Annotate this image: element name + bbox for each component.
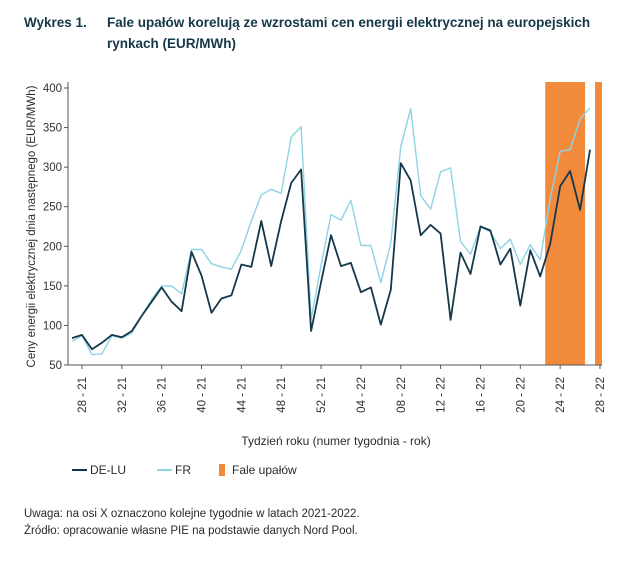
heat-wave-band-2	[595, 82, 602, 365]
series-line-de-lu	[71, 149, 591, 351]
y-tick-label: 50	[49, 360, 62, 372]
note-source: Źródło: opracowanie własne PIE na podsta…	[24, 525, 358, 537]
x-tick-label: 20 - 22	[515, 377, 527, 413]
y-tick-label: 250	[43, 202, 62, 214]
series-line-fr	[71, 107, 591, 356]
y-tick-label: 150	[43, 281, 62, 293]
x-tick-label: 08 - 22	[396, 377, 408, 413]
x-tick-label: 04 - 22	[356, 377, 368, 413]
x-tick-label: 32 - 21	[117, 377, 129, 413]
x-axis-title: Tydzień roku (numer tygodnia - rok)	[241, 434, 430, 448]
heatwave-price-chart: 50 100 150 200 250 300 350 400 28 - 21 32 - 21 36 …	[26, 82, 607, 477]
x-tick-label: 36 - 21	[157, 377, 169, 413]
y-tick-label: 100	[43, 320, 62, 332]
legend-label-de-lu: DE-LU	[90, 463, 126, 477]
x-tick-label: 28 - 21	[77, 377, 89, 413]
x-tick-label: 12 - 22	[436, 377, 448, 413]
y-tick-label: 300	[43, 162, 62, 174]
x-tick-label: 44 - 21	[236, 377, 248, 413]
x-tick-label: 28 - 22	[595, 377, 607, 413]
y-axis-title: Ceny energii elektrycznej dnia następneg…	[26, 85, 38, 367]
notes: Uwaga: na osi X oznaczono kolejne tygodn…	[24, 506, 360, 540]
x-tick-label: 40 - 21	[197, 377, 209, 413]
note-axis: Uwaga: na osi X oznaczono kolejne tygodn…	[24, 508, 360, 520]
x-tick-label: 24 - 22	[555, 377, 567, 413]
y-tick-label: 200	[43, 241, 62, 253]
figure-number: Wykres 1.	[24, 15, 87, 30]
legend-label-heat-wave: Fale upałów	[232, 463, 297, 477]
legend-swatch-heat-wave	[219, 464, 225, 476]
y-tick-label: 350	[43, 123, 62, 135]
legend-label-fr: FR	[175, 463, 191, 477]
x-tick-label: 16 - 22	[475, 377, 487, 413]
figure-title: Fale upałów korelują ze wzrostami cen en…	[107, 15, 591, 51]
x-tick-label: 52 - 21	[316, 377, 328, 413]
y-tick-label: 400	[43, 83, 62, 95]
heat-wave-band-1	[545, 82, 586, 365]
x-tick-label: 48 - 21	[276, 377, 288, 413]
